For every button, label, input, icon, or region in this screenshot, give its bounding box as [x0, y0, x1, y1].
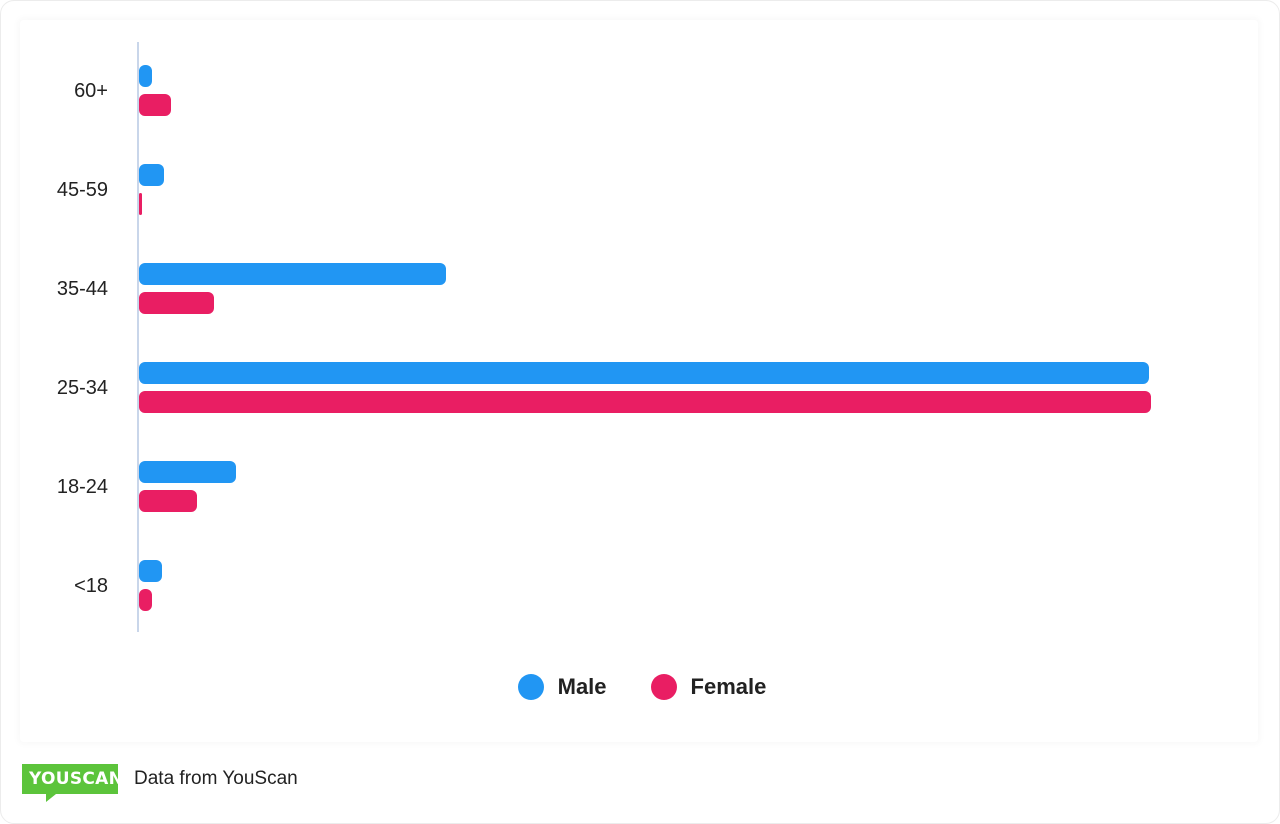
female-dot-icon: [650, 674, 677, 700]
male-dot-icon: [517, 674, 544, 700]
bar-female[interactable]: [139, 292, 214, 314]
category-label: 25-34: [56, 377, 108, 399]
legend-label-male: Male: [557, 674, 607, 699]
bar-female[interactable]: [139, 490, 197, 512]
bar-male[interactable]: [139, 560, 163, 582]
bar-male[interactable]: [139, 263, 446, 285]
youscan-logo: YOUSCAN: [22, 764, 123, 802]
bar-male[interactable]: [139, 164, 165, 186]
legend-item-male[interactable]: Male: [517, 674, 607, 700]
bar-female[interactable]: [139, 94, 172, 116]
category-label: 60+: [74, 80, 108, 102]
bar-female[interactable]: [139, 589, 153, 611]
source-text: Data from YouScan: [134, 768, 298, 789]
legend-item-female[interactable]: Female: [650, 674, 767, 700]
category-label: 18-24: [56, 476, 108, 498]
category-label: <18: [74, 575, 108, 597]
category-label: 45-59: [56, 179, 108, 201]
bar-female[interactable]: [139, 391, 1151, 413]
category-axis-line: [137, 42, 139, 632]
source-footer: YOUSCAN Data from YouScan: [22, 764, 298, 804]
bar-male[interactable]: [139, 461, 237, 483]
category-label: 35-44: [56, 278, 108, 300]
bar-female[interactable]: [139, 193, 143, 215]
legend-label-female: Female: [690, 674, 767, 699]
chart-legend: Male Female: [0, 672, 1280, 702]
bar-male[interactable]: [139, 362, 1149, 384]
bar-male[interactable]: [139, 65, 153, 87]
